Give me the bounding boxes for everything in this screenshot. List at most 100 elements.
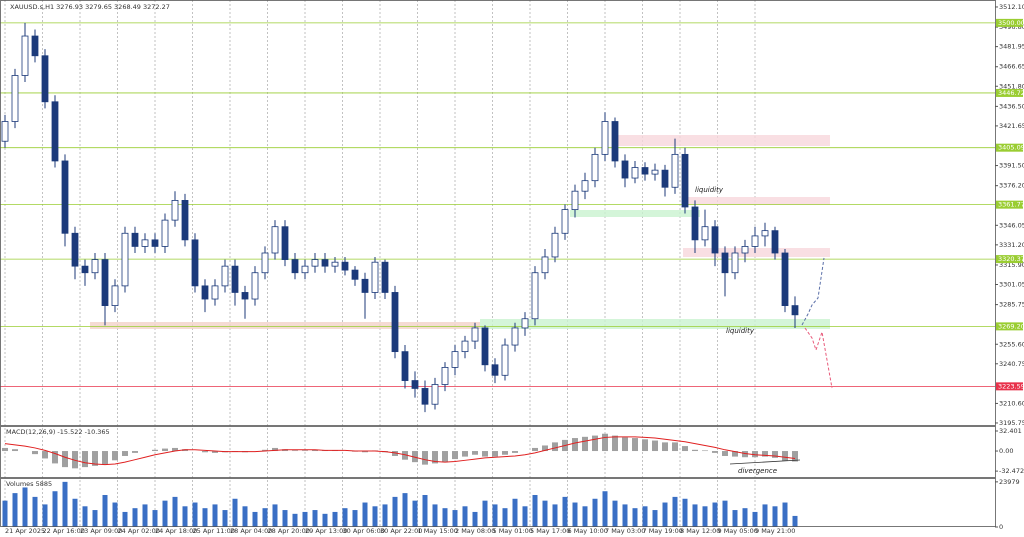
x-tick-label: 29 Apr 13:00 — [305, 527, 347, 535]
candle-body — [471, 327, 479, 342]
candle-body — [231, 265, 239, 293]
volume-bar — [522, 506, 528, 527]
macd-bar — [722, 451, 728, 456]
y-tick-label: 3210.60 — [999, 399, 1024, 407]
candle-body — [71, 232, 79, 267]
x-tick-label: 5 May 01:00 — [493, 527, 533, 535]
x-tick-label: 21 Apr 2025 — [5, 527, 45, 535]
volume-bar — [32, 496, 38, 527]
y-tick-label: 23979 — [999, 478, 1020, 486]
macd-bar — [582, 436, 588, 452]
macd-bar — [392, 451, 398, 456]
volume-bar — [42, 504, 48, 527]
x-tick-label: 2 May 08:00 — [455, 527, 495, 535]
macd-bar — [462, 451, 468, 457]
candle-body — [61, 160, 69, 234]
x-tick-label: 7 May 03:00 — [605, 527, 645, 535]
macd-bar — [52, 451, 58, 464]
plot — [0, 22, 995, 527]
volume-bar — [542, 500, 548, 527]
macd-bar — [162, 448, 168, 452]
volume-bar — [232, 498, 238, 527]
volume-bar — [92, 510, 98, 527]
candle-body — [651, 169, 659, 175]
macd-bar — [72, 451, 78, 469]
candle-body — [211, 285, 219, 300]
volume-bar — [242, 506, 248, 527]
y-tick-label: 3255.60 — [999, 340, 1024, 348]
macd-bar — [642, 439, 648, 452]
candle-body — [491, 364, 499, 376]
macd-bar — [772, 451, 778, 458]
macd-bar — [292, 450, 298, 452]
y-tick-label: 32.401 — [999, 427, 1022, 435]
zone — [685, 197, 830, 205]
macd-bar — [422, 451, 428, 465]
macd-bar — [112, 451, 118, 461]
x-tick-label: 30 Apr 06:00 — [343, 527, 385, 535]
candle-body — [691, 206, 699, 241]
x-tick-label: 23 Apr 09:00 — [80, 527, 122, 535]
candle-body — [281, 226, 289, 260]
volume-bar — [222, 510, 228, 527]
candle-body — [1, 121, 9, 142]
volume-bar — [662, 502, 668, 527]
level-label: 3320.37 — [998, 255, 1024, 263]
macd-bar — [312, 449, 318, 452]
signal-line — [4, 436, 796, 466]
candle-body — [481, 327, 489, 366]
candle-body — [761, 230, 769, 237]
zone — [683, 248, 830, 257]
candle-body — [201, 285, 209, 300]
candle-body — [571, 190, 579, 211]
macd-bar — [572, 438, 578, 452]
macd-bar — [532, 447, 538, 452]
volume-bar — [562, 496, 568, 527]
candle-body — [161, 219, 169, 247]
y-tick-label: 0.00 — [999, 447, 1013, 455]
volume-bar — [262, 508, 268, 527]
volume-bar — [162, 500, 168, 527]
candle-body — [181, 200, 189, 241]
level-label-box — [996, 88, 1023, 97]
candle-body — [581, 180, 589, 192]
macd-bar — [362, 451, 368, 453]
macd-bar — [762, 451, 768, 457]
y-tick-label: 3331.20 — [999, 241, 1024, 249]
candle-body — [611, 121, 619, 162]
macd-bar — [122, 451, 128, 456]
candle-body — [401, 351, 409, 381]
x-tick-label: 24 Apr 18:00 — [155, 527, 197, 535]
candle-body — [191, 239, 199, 287]
candle-body — [721, 252, 729, 274]
candle-body — [411, 380, 419, 389]
macd-bar — [592, 435, 598, 452]
candle-body — [91, 259, 99, 274]
candle-body — [111, 285, 119, 307]
macd-bar — [712, 451, 718, 453]
candle-body — [461, 340, 469, 353]
y-tick-label: 3466.65 — [999, 63, 1024, 71]
volume-bar — [132, 508, 138, 527]
volume-title: Volumes 5885 — [6, 480, 52, 488]
macd-bar — [652, 440, 658, 452]
volume-bar — [692, 504, 698, 527]
candle-body — [31, 35, 39, 57]
candle-body — [551, 232, 559, 258]
macd-bar — [732, 451, 738, 457]
volume-bar — [382, 504, 388, 527]
macd-bar — [482, 451, 488, 457]
projection-up — [801, 257, 825, 326]
zone — [90, 322, 480, 329]
candle-body — [791, 305, 799, 316]
candle-body — [521, 318, 529, 329]
level-label-box — [996, 200, 1023, 209]
macd-bar — [792, 451, 798, 462]
y-tick-label: 3376.20 — [999, 182, 1024, 190]
candle-body — [511, 327, 519, 346]
volume-bar — [482, 500, 488, 527]
macd-bar — [132, 451, 138, 453]
volume-bar — [772, 506, 778, 527]
volume-bar — [442, 508, 448, 527]
y-tick-label: 3285.75 — [999, 301, 1024, 309]
